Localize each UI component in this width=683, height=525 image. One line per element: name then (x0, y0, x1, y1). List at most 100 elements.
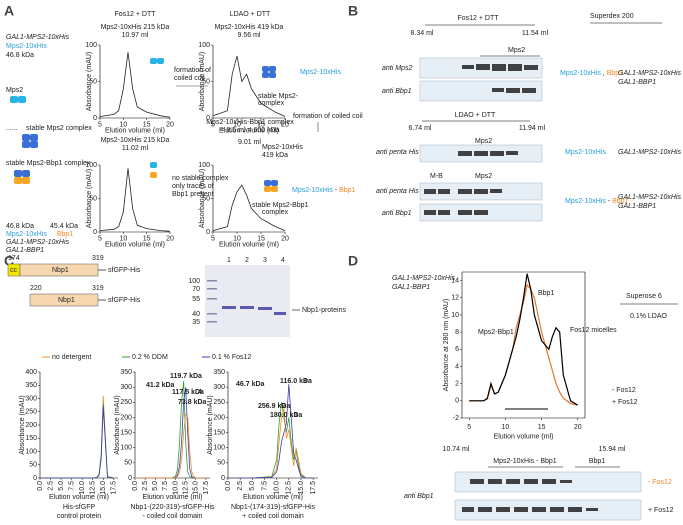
bands (424, 189, 502, 215)
row-label: Mps2-10xHis - Bbp1 (292, 187, 356, 194)
chart-subtitle: control protein (57, 513, 101, 520)
gel-label: Nbp1-proteins (302, 307, 346, 314)
bands (462, 64, 538, 93)
x-tick-label: 5.0 (249, 481, 256, 491)
series-line (99, 168, 171, 232)
condition: LDAO + DTT (455, 112, 496, 119)
separator: - (333, 187, 339, 194)
lane-number: 2 (245, 257, 249, 264)
volume: 10.74 ml (443, 446, 470, 453)
x-tick-label: 12.5 (90, 481, 97, 495)
series-line (135, 413, 206, 479)
volume: 6.74 ml (409, 125, 432, 132)
volume: 8.34 ml (411, 30, 434, 37)
column-name: Superdex 200 (590, 13, 634, 20)
y-tick-label: 100 (85, 162, 97, 169)
x-tick-label: 2.5 (47, 481, 54, 491)
annotation: 116.0 kDa (280, 378, 312, 385)
volume: 15.94 ml (599, 446, 626, 453)
antibody: anti penta His (376, 149, 419, 156)
x-axis-label: Elution volume (ml) (105, 242, 165, 249)
y-tick-label: 100 (213, 445, 225, 452)
band-label: Mps2 (475, 138, 492, 145)
annotation: 10.97 ml (122, 32, 149, 39)
protein: Bbp1 (612, 198, 628, 205)
protein: Bbp1 (339, 187, 355, 194)
column-header: Fos12 + DTT (114, 11, 156, 18)
annotation: Mps2-10xHis 215 kDa (101, 24, 170, 31)
y-tick-label: 14 (451, 277, 459, 284)
band-label: Mps2 (508, 47, 525, 54)
x-axis-label: Elution volume (ml) (494, 434, 554, 441)
antibody: anti Bbp1 (382, 88, 412, 95)
residue: 319 (92, 285, 104, 292)
annotation: 256.9 kDa (258, 403, 290, 410)
y-tick-label: 100 (85, 42, 97, 49)
x-tick-label: 12.5 (286, 481, 293, 495)
annotation: 11.02 ml (122, 145, 149, 152)
x-tick-label: 7.5 (162, 481, 169, 491)
y-tick-label: 150 (120, 429, 132, 436)
protein: Mps2-10xHis (565, 198, 606, 205)
icon (150, 58, 278, 192)
y-tick-label: 150 (213, 429, 225, 436)
annotation: 3 (303, 378, 307, 385)
x-tick-label: 15.0 (298, 481, 305, 495)
y-tick-label: 12 (451, 295, 459, 302)
annotation: Fos12 micelles (570, 327, 617, 334)
x-tick-label: 5 (211, 235, 215, 242)
legend-label: 0.2 % DDM (132, 354, 168, 361)
x-tick-label: 10.0 (79, 481, 86, 495)
strain: GAL1-MPS2-10xHis (618, 194, 682, 201)
y-tick-label: 0 (93, 229, 97, 236)
lane-number: 3 (263, 257, 267, 264)
legend-label: + Fos12 (612, 399, 638, 406)
x-tick-label: 0.0 (132, 481, 139, 491)
x-tick-label: 2.5 (142, 481, 149, 491)
y-tick-label: 350 (213, 369, 225, 376)
annotation: only traces of (172, 183, 214, 190)
legend-label: 0.1 % Fos12 (212, 354, 251, 361)
column-name: Superose 6 (626, 293, 662, 300)
y-tick-label: 200 (25, 422, 37, 429)
marker: 70 (192, 286, 200, 293)
x-tick-label: 20 (166, 121, 174, 128)
y-tick-label: 4 (455, 363, 459, 370)
x-tick-label: 10.0 (172, 481, 179, 495)
series-line (228, 384, 314, 479)
y-tick-label: 50 (202, 195, 210, 202)
legend-label: no detergent (52, 354, 91, 361)
x-tick-label: 5 (467, 424, 471, 431)
antibody: anti penta His (376, 188, 419, 195)
y-axis-label: Absorbance (mAU) (114, 395, 121, 455)
x-axis-label: Elution volume (ml) (219, 128, 279, 135)
y-tick-label: 200 (120, 414, 132, 421)
dots: ...... (6, 125, 18, 132)
x-tick-label: 10 (502, 424, 510, 431)
strain: GAL1-BBP1 (618, 203, 656, 210)
annotation: stable Mps2- (258, 93, 299, 100)
x-axis-label: Elution volume (ml) (143, 494, 203, 501)
blot-header: Bbp1 (589, 458, 605, 465)
y-tick-label: 400 (25, 369, 37, 376)
x-axis-label: Elution volume (ml) (219, 242, 279, 249)
label: Mps2 (6, 87, 23, 94)
separator: , (601, 70, 607, 77)
y-axis-label: Absorbance (mAU) (86, 169, 93, 229)
y-tick-label: 50 (124, 460, 132, 467)
y-tick-label: 50 (29, 462, 37, 469)
y-tick-label: 10 (451, 312, 459, 319)
x-tick-label: 5 (211, 121, 215, 128)
lane-number: 1 (227, 257, 231, 264)
series-line (212, 55, 286, 117)
annotation: Mps2-10xHis (262, 144, 303, 151)
lane-number: 4 (281, 257, 285, 264)
series-line (228, 402, 314, 479)
residue: 174 (8, 255, 20, 262)
x-tick-label: 17.5 (310, 481, 317, 495)
domain-label: Nbp1 (52, 267, 69, 274)
y-axis-label: Absorbance at 280 nm (mAU) (443, 299, 450, 392)
x-tick-label: 7.5 (261, 481, 268, 491)
y-tick-label: 6 (455, 346, 459, 353)
